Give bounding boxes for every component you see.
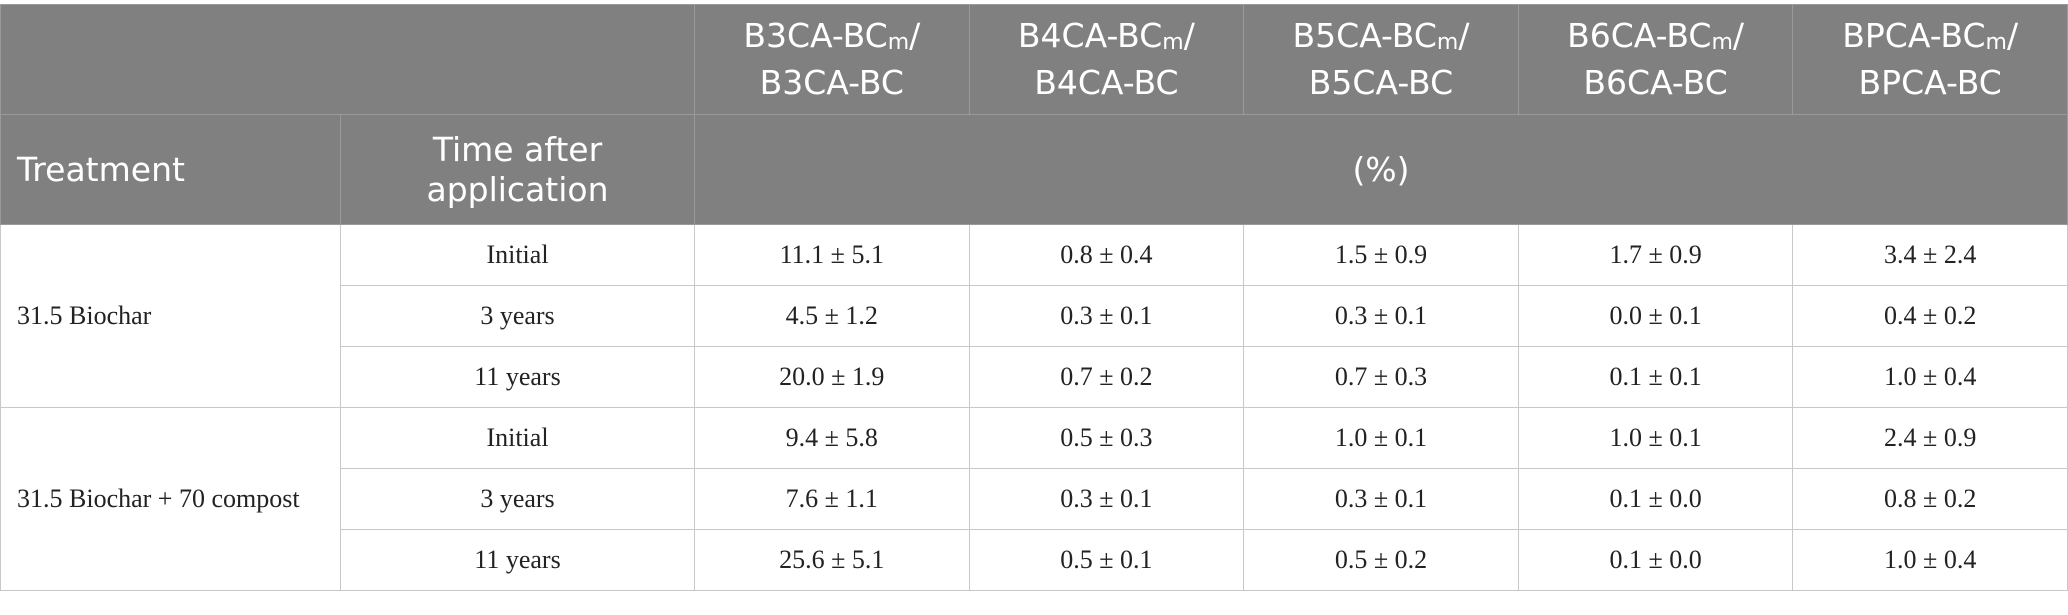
header-cell: (%) (694, 114, 2068, 225)
header-text: B3CA-BC (759, 63, 904, 102)
header-row: Treatment Time after application (%) (0, 114, 2068, 225)
table-row: 11 years 20.0 ± 1.9 0.7 ± 0.2 0.7 ± 0.3 0.1 … (1, 346, 2068, 408)
table-row: 31.5 Biochar Initial 11.1 ± 5.1 0.8 ± 0.4 1.… (0, 224, 2068, 408)
empty-header (0, 4, 695, 115)
header-subscript: m (1436, 30, 1459, 55)
header-text: / (1732, 16, 1745, 55)
table-cell: 0.4 ± 0.2 (1792, 285, 2068, 347)
table-cell: 7.6 ± 1.1 (694, 468, 970, 530)
treatment-cell: 31.5 Biochar (0, 224, 341, 408)
table-cell: 1.7 ± 0.9 (1517, 224, 1794, 286)
table-cell: 25.6 ± 5.1 (694, 529, 970, 591)
header-cell: B3CA-BCm/B3CA-BC (694, 4, 970, 115)
table-cell: 0.5 ± 0.1 (968, 529, 1245, 591)
header-text: B4CA-BC (1034, 63, 1179, 102)
header-text: / (1183, 16, 1195, 55)
header-text: B5CA-BC (1308, 63, 1454, 102)
table-cell: 1.0 ± 0.1 (1517, 407, 1794, 469)
header-text: B4CA-BC (1017, 16, 1163, 55)
table-cell: 0.8 ± 0.2 (1792, 468, 2068, 530)
table-cell: 0.3 ± 0.1 (968, 285, 1245, 347)
header-text: / (909, 16, 921, 55)
table-cell: 0.3 ± 0.1 (1243, 285, 1519, 347)
treatment-cell: 31.5 Biochar + 70 compost (0, 407, 341, 591)
header-cell: B4CA-BCm/B4CA-BC (968, 4, 1245, 115)
header-row: B3CA-BCm/B3CA-BC B4CA-BCm/B4CA-BC B5CA-BCm… (0, 4, 2068, 115)
header-subscript: m (1711, 30, 1733, 55)
header-subscript: m (1162, 30, 1184, 55)
data-table: B3CA-BCm/B3CA-BC B4CA-BCm/B4CA-BC B5CA-BCm… (0, 4, 2068, 591)
header-text: B6CA-BC (1567, 16, 1712, 55)
header-text: BPCA-BC (1858, 63, 2002, 102)
table-row: 3 years 7.6 ± 1.1 0.3 ± 0.1 0.3 ± 0.1 0.1 ± … (1, 468, 2068, 530)
table-cell: 0.1 ± 0.0 (1517, 468, 1794, 530)
table-cell: 2.4 ± 0.9 (1792, 407, 2068, 469)
header-cell: B5CA-BCm/B5CA-BC (1243, 4, 1519, 115)
header-cell: B6CA-BCm/B6CA-BC (1517, 4, 1794, 115)
table-cell: 1.0 ± 0.4 (1792, 346, 2068, 408)
table-cell: 9.4 ± 5.8 (694, 407, 970, 469)
table-cell: 3.4 ± 2.4 (1792, 224, 2068, 286)
page: B3CA-BCm/B3CA-BC B4CA-BCm/B4CA-BC B5CA-BCm… (0, 4, 2068, 615)
header-text: B6CA-BC (1583, 63, 1728, 102)
table-cell: 20.0 ± 1.9 (694, 346, 970, 408)
table-cell: 4.5 ± 1.2 (694, 285, 970, 347)
header-text: B5CA-BC (1292, 16, 1437, 55)
table-cell: 1.5 ± 0.9 (1243, 224, 1519, 286)
table-cell: 0.7 ± 0.3 (1243, 346, 1519, 408)
table-cell: 0.8 ± 0.4 (968, 224, 1245, 286)
table-cell: 11.1 ± 5.1 (694, 224, 970, 286)
table-cell: 0.1 ± 0.0 (1517, 529, 1794, 591)
header-text: / (1458, 16, 1470, 55)
table-cell: 0.3 ± 0.1 (1243, 468, 1519, 530)
table-cell: 0.3 ± 0.1 (968, 468, 1245, 530)
table-cell: 11 years (340, 346, 695, 408)
header-text: / (2006, 16, 2019, 55)
table-cell: 1.0 ± 0.1 (1243, 407, 1519, 469)
table-cell: 0.1 ± 0.1 (1517, 346, 1794, 408)
table-cell: 3 years (340, 285, 695, 347)
header-cell: Time after application (340, 114, 695, 225)
table-cell: 3 years (340, 468, 695, 530)
table-row: 31.5 Biochar + 70 compost Initial 9.4 ± 5.… (0, 407, 2068, 591)
table-cell: 0.5 ± 0.2 (1243, 529, 1519, 591)
table-body: 31.5 Biochar Initial 11.1 ± 5.1 0.8 ± 0.4 1.… (0, 224, 2068, 591)
table-cell: 0.5 ± 0.3 (968, 407, 1245, 469)
header-cell: BPCA-BCm/BPCA-BC (1792, 4, 2068, 115)
header-subscript: m (1985, 30, 2007, 55)
table-cell: 1.0 ± 0.4 (1792, 529, 2068, 591)
table-cell: 0.7 ± 0.2 (968, 346, 1245, 408)
header-text: B3CA-BC (743, 16, 888, 55)
table-cell: Initial (340, 224, 695, 286)
header-subscript: m (887, 30, 910, 55)
table-row: 11 years 25.6 ± 5.1 0.5 ± 0.1 0.5 ± 0.2 0.1 … (1, 529, 2068, 591)
header-text: BPCA-BC (1842, 16, 1986, 55)
header-cell: Treatment (0, 114, 341, 225)
table-cell: 11 years (340, 529, 695, 591)
table-cell: Initial (340, 407, 695, 469)
table-cell: 0.0 ± 0.1 (1517, 285, 1794, 347)
